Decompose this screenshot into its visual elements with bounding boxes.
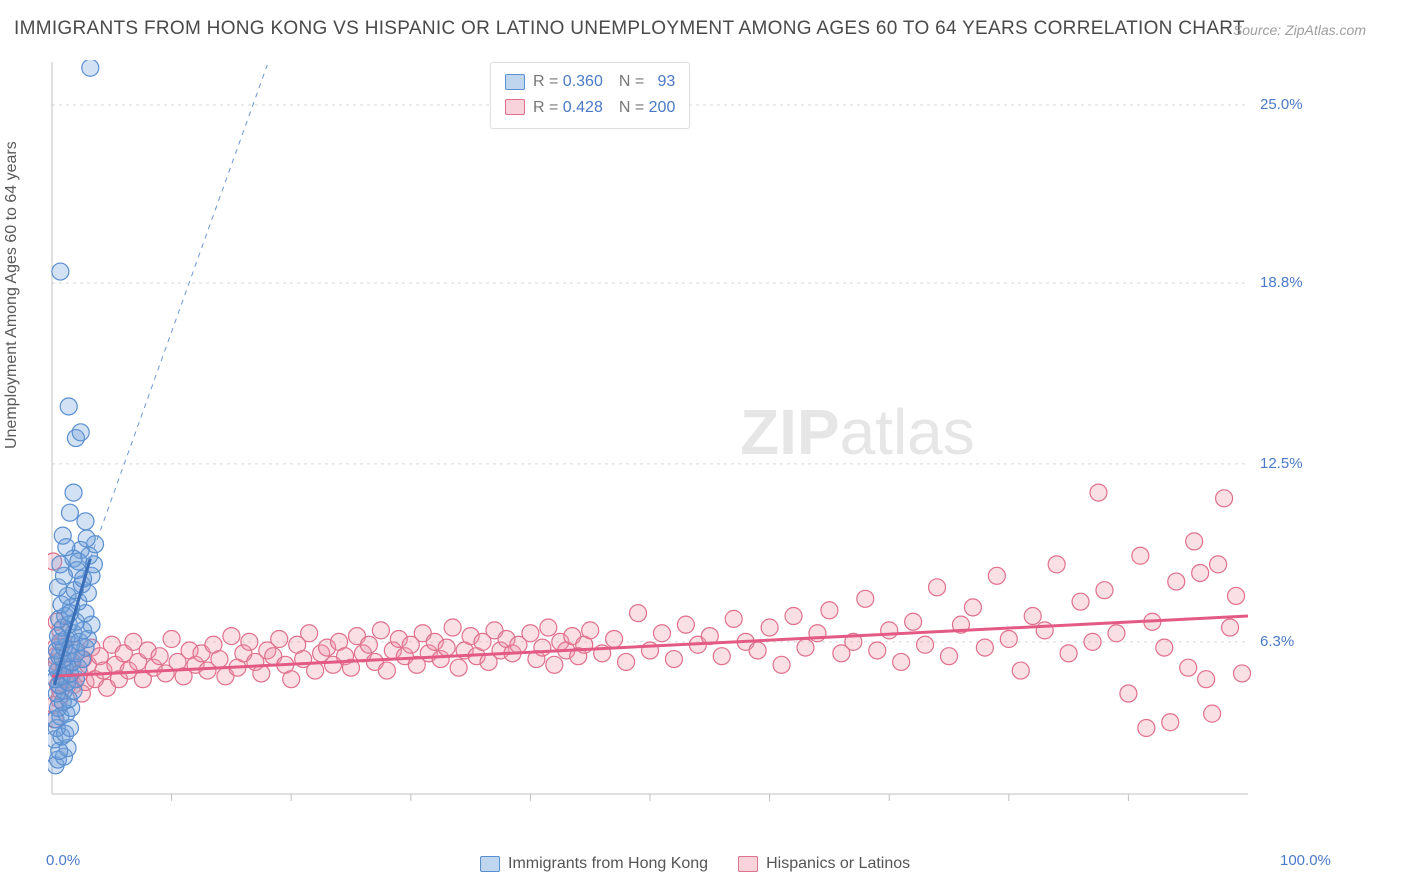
legend-label: Immigrants from Hong Kong xyxy=(508,855,708,873)
legend-item-blue: Immigrants from Hong Kong xyxy=(480,855,708,873)
y-tick-label: 6.3% xyxy=(1260,633,1294,650)
legend-label: Hispanics or Latinos xyxy=(766,855,910,873)
legend-n-label: N = 200 xyxy=(619,95,676,121)
swatch-blue xyxy=(480,856,500,872)
legend-row-pink: R = 0.428 N = 200 xyxy=(505,95,675,121)
chart-title: IMMIGRANTS FROM HONG KONG VS HISPANIC OR… xyxy=(14,18,1245,40)
swatch-pink xyxy=(738,856,758,872)
swatch-pink xyxy=(505,99,525,115)
legend-r-label: R = 0.360 xyxy=(533,69,603,95)
swatch-blue xyxy=(505,74,525,90)
legend-row-blue: R = 0.360 N = 93 xyxy=(505,69,675,95)
scatter-plot xyxy=(48,60,1328,820)
x-axis-min-label: 0.0% xyxy=(46,852,80,869)
y-axis-label: Unemployment Among Ages 60 to 64 years xyxy=(3,141,21,449)
y-tick-label: 12.5% xyxy=(1260,455,1303,472)
y-tick-label: 18.8% xyxy=(1260,274,1303,291)
legend-item-pink: Hispanics or Latinos xyxy=(738,855,910,873)
source-attribution: Source: ZipAtlas.com xyxy=(1233,22,1366,38)
series-legend: Immigrants from Hong Kong Hispanics or L… xyxy=(480,855,910,873)
legend-r-label: R = 0.428 xyxy=(533,95,603,121)
chart-svg xyxy=(48,60,1328,820)
x-axis-max-label: 100.0% xyxy=(1280,852,1331,869)
y-tick-label: 25.0% xyxy=(1260,96,1303,113)
correlation-legend: R = 0.360 N = 93 R = 0.428 N = 200 xyxy=(490,62,690,129)
legend-n-label: N = 93 xyxy=(619,69,675,95)
